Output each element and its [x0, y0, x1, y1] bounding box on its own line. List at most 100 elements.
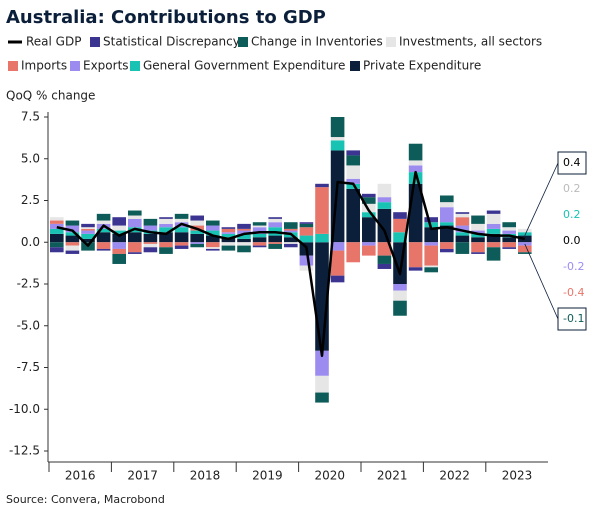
bar-segment — [268, 222, 282, 228]
bar-segment — [237, 242, 251, 246]
bar-segment — [346, 165, 360, 179]
bar-segment — [455, 225, 470, 233]
bar-segment — [65, 242, 80, 246]
bar-segment — [393, 232, 407, 243]
bar-segment — [50, 228, 64, 234]
bar-segment — [65, 235, 80, 243]
bar-segment — [96, 248, 111, 251]
bar-segment — [377, 183, 392, 198]
bar-segment — [96, 213, 111, 221]
bar-segment — [143, 247, 158, 253]
legend-swatch — [386, 37, 396, 47]
bar-segment — [440, 222, 454, 226]
y-tick-label: 0.0 — [21, 235, 40, 249]
bar-segment — [159, 247, 173, 254]
bar-segment — [377, 208, 392, 243]
bar-segment — [268, 243, 282, 249]
legend-label: Change in Inventories — [251, 35, 383, 49]
bar-segment — [112, 242, 126, 249]
label-box — [557, 151, 587, 175]
bar-segment — [112, 217, 126, 226]
bar-segment — [237, 228, 251, 231]
bar-segment — [486, 228, 501, 234]
bar-segment — [455, 235, 470, 243]
bar-segment — [440, 207, 454, 223]
bar-segment — [221, 228, 236, 233]
bar-segment — [424, 265, 438, 268]
bar-segment — [221, 245, 236, 251]
bar-segment — [330, 137, 345, 141]
bar-segment — [190, 243, 204, 248]
bar-segment — [96, 228, 111, 233]
bar-segment — [346, 178, 360, 184]
bar-segment — [330, 250, 345, 276]
bar-segment — [252, 227, 267, 234]
bar-segment — [502, 227, 516, 231]
bar-segment — [346, 155, 360, 166]
bar-segment — [159, 218, 173, 224]
bar-segment — [424, 242, 438, 246]
bar-segment — [471, 252, 485, 254]
bar-segment — [252, 225, 267, 228]
bar-segment — [96, 220, 111, 224]
bar-segment — [50, 242, 64, 248]
bar-segment — [518, 245, 532, 253]
bar-segment — [502, 230, 516, 234]
bar-segment — [50, 217, 64, 221]
bar-segment — [65, 225, 80, 233]
bar-segment — [128, 232, 142, 243]
bar-segment — [471, 242, 485, 253]
y-tick-label: 5.0 — [21, 151, 40, 165]
bar-segment — [221, 232, 236, 234]
bar-segment — [362, 245, 376, 256]
legend-swatch — [90, 37, 100, 47]
bar-segment — [237, 238, 251, 243]
bar-segment — [299, 265, 314, 271]
bar-segment — [346, 183, 360, 189]
bar-segment — [174, 213, 189, 219]
bar-segment — [346, 188, 360, 243]
bar-segment — [81, 227, 95, 229]
bar-segment — [377, 242, 392, 256]
bar-segment — [268, 242, 282, 244]
legend-swatch — [70, 61, 80, 71]
bar-segment — [362, 212, 376, 218]
bar-segment — [393, 212, 407, 219]
bar-segment — [284, 242, 298, 244]
bar-segment — [221, 233, 236, 238]
bar-segment — [174, 218, 189, 223]
bar-segment — [159, 223, 173, 228]
bar-segment — [268, 217, 282, 219]
bar-segment — [65, 245, 80, 251]
bar-segment — [502, 237, 516, 243]
bar-segment — [440, 195, 454, 203]
bar-segment — [315, 183, 329, 188]
bar-segment — [299, 222, 314, 224]
bar-segment — [252, 245, 267, 248]
bar-segment — [377, 255, 392, 264]
bar-segment — [252, 222, 267, 226]
bar-segment — [237, 245, 251, 253]
bar-segment — [252, 233, 267, 238]
bar-segment — [284, 237, 298, 243]
bar-segment — [237, 230, 251, 234]
bar-segment — [252, 237, 267, 243]
legend-swatch — [8, 61, 18, 71]
bar-segment — [112, 225, 126, 231]
bar-segment — [112, 248, 126, 254]
bar-segment — [96, 242, 111, 249]
y-tick-label: -2.5 — [17, 277, 40, 291]
bar-segment — [424, 267, 438, 273]
line — [56, 170, 526, 358]
bar-segment — [81, 228, 95, 231]
bar-segment — [408, 160, 423, 166]
x-tick-label: 2022 — [439, 469, 470, 483]
bar-segment — [502, 222, 516, 228]
bar-segment — [362, 193, 376, 198]
bar-segment — [128, 242, 142, 253]
bar-segment — [440, 242, 454, 249]
label-pointer — [524, 162, 559, 236]
bar-segment — [393, 300, 407, 316]
bar-segment — [50, 220, 64, 224]
